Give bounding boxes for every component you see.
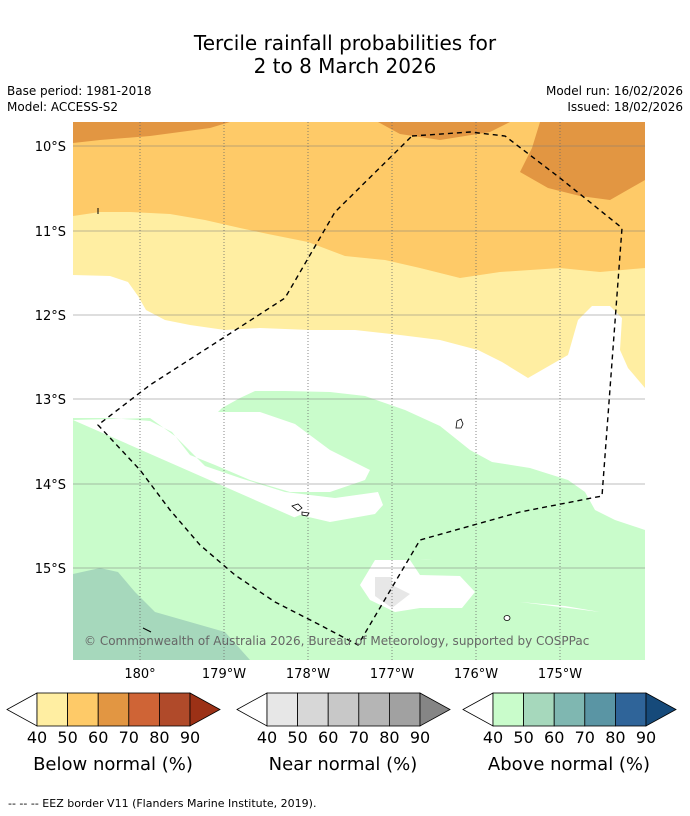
colorbar-tick-label: 60 (88, 728, 108, 747)
lon-tick-labels: 180° 179°W 178°W 177°W 176°W 175°W (124, 667, 582, 682)
colorbar-low-arrow (462, 692, 494, 727)
colorbar-swatch (128, 692, 160, 727)
colorbar-tick-label: 80 (605, 728, 625, 747)
colorbar-title: Near normal (%) (269, 754, 418, 775)
island-outline (301, 511, 310, 517)
colorbar-swatch (553, 692, 586, 727)
island-outline (455, 418, 464, 429)
lon-tick-label: 175°W (538, 667, 582, 682)
eez-legend-note: -- -- -- EEZ border V11 (Flanders Marine… (8, 797, 317, 810)
lat-tick-label: 12°S (35, 309, 66, 324)
lon-tick-label: 177°W (370, 667, 414, 682)
island-outline (503, 615, 511, 621)
colorbar-tick-label: 60 (544, 728, 564, 747)
lon-tick-label: 179°W (202, 667, 246, 682)
colorbar-tick-label: 40 (483, 728, 503, 747)
colorbar-swatch (523, 692, 555, 727)
colorbar-swatch (36, 692, 69, 727)
colorbar-swatch (67, 692, 99, 727)
colorbar-swatch (388, 692, 421, 727)
colorbar-tick-label: 90 (636, 728, 656, 747)
colorbar-tick-label: 40 (257, 728, 277, 747)
below-normal-60-70-region (73, 122, 230, 143)
colorbar-tick-label: 50 (57, 728, 77, 747)
map-title-line-1: Tercile rainfall probabilities for (193, 31, 497, 55)
colorbar-swatch (158, 692, 191, 727)
eez-border-fragment (142, 627, 152, 633)
colorbar-swatch (358, 692, 390, 727)
colorbar-tick-label: 50 (513, 728, 533, 747)
colorbar-tick-label: 60 (318, 728, 338, 747)
colorbar-tick-label: 90 (410, 728, 430, 747)
below-normal-60-70-region (520, 122, 645, 200)
colorbar-high-arrow (645, 692, 677, 727)
eez-border (96, 131, 623, 646)
lat-tick-label: 13°S (35, 393, 66, 408)
lon-tick-label: 178°W (286, 667, 330, 682)
base-period-label: Base period: 1981-2018 (7, 84, 152, 98)
lat-tick-labels: 10°S 11°S 12°S 13°S 14°S 15°S (35, 140, 66, 577)
colorbar-swatch (584, 692, 616, 727)
colorbar-high-arrow (419, 692, 451, 727)
colorbar-tick-label: 70 (119, 728, 139, 747)
map-area: © Commonwealth of Australia 2026, Bureau… (73, 122, 645, 660)
colorbar-tick-label: 70 (349, 728, 369, 747)
above-normal-40-50-region (73, 391, 645, 660)
map-title-line-2: 2 to 8 March 2026 (253, 54, 437, 78)
colorbar-swatch (266, 692, 299, 727)
colorbar-tick-label: 80 (379, 728, 399, 747)
colorbar-tick-label: 90 (180, 728, 200, 747)
island-outline (291, 503, 303, 512)
colorbar-tick-label: 50 (287, 728, 307, 747)
colorbar-swatch (297, 692, 329, 727)
lon-tick-label: 180° (124, 667, 155, 682)
copyright-notice: © Commonwealth of Australia 2026, Bureau… (84, 634, 589, 648)
model-label: Model: ACCESS-S2 (7, 100, 119, 114)
issued-label: Issued: 18/02/2026 (567, 100, 683, 114)
colorbar-low-arrow (236, 692, 268, 727)
colorbar-low-arrow (6, 692, 38, 727)
near-normal-colorbar: 40 50 60 70 80 90 Near normal (%) (236, 692, 451, 775)
colorbar-title: Above normal (%) (488, 754, 650, 775)
below-normal-50-60-region (73, 122, 645, 278)
lat-tick-label: 15°S (35, 562, 66, 577)
colorbar-title: Below normal (%) (33, 754, 193, 775)
colorbar-tick-label: 70 (575, 728, 595, 747)
lat-tick-label: 14°S (35, 478, 66, 493)
lat-tick-label: 10°S (35, 140, 66, 155)
lon-tick-label: 176°W (454, 667, 498, 682)
colorbar-swatch (327, 692, 360, 727)
colorbar-tick-label: 40 (27, 728, 47, 747)
below-normal-60-70-region (378, 122, 510, 140)
colorbar-swatch (97, 692, 130, 727)
colorbar-tick-label: 80 (149, 728, 169, 747)
lat-gridlines (73, 145, 645, 569)
below-normal-colorbar: 40 50 60 70 80 90 Below normal (%) (6, 692, 221, 775)
colorbar-high-arrow (189, 692, 221, 727)
above-normal-colorbar: 40 50 60 70 80 90 Above normal (%) (462, 692, 677, 775)
colorbar-swatch (614, 692, 647, 727)
colorbar-swatch (492, 692, 525, 727)
model-run-label: Model run: 16/02/2026 (545, 84, 683, 98)
lat-tick-label: 11°S (35, 225, 66, 240)
above-normal-50-60-region (73, 568, 250, 660)
